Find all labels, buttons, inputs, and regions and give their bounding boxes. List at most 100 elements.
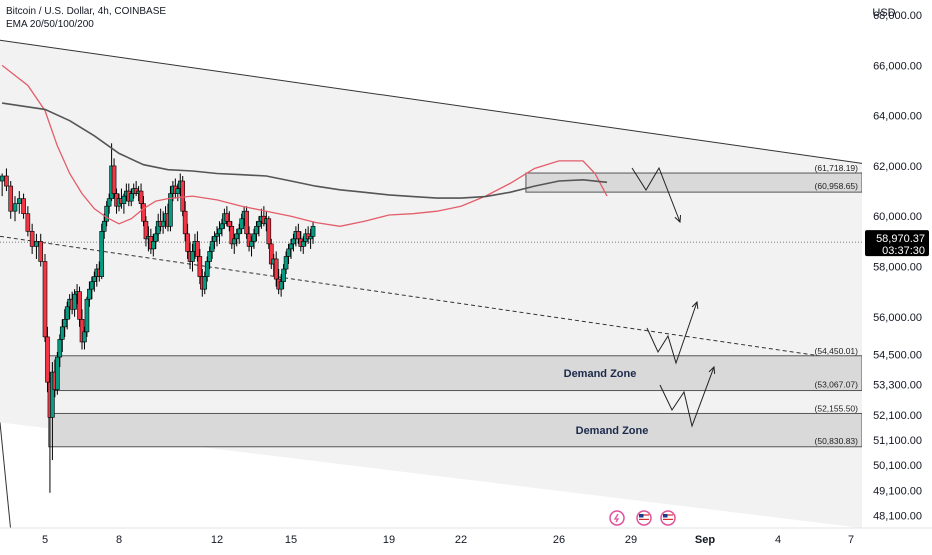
candle-body[interactable] bbox=[182, 210, 188, 235]
flag-canton bbox=[639, 514, 644, 518]
candle-body[interactable] bbox=[296, 231, 301, 240]
candle-body[interactable] bbox=[0, 175, 5, 182]
channel-layer bbox=[0, 39, 863, 529]
candle-body[interactable] bbox=[82, 331, 87, 343]
candle-body[interactable] bbox=[204, 261, 210, 277]
us-flag-icon[interactable] bbox=[636, 510, 652, 526]
x-tick-label: 8 bbox=[116, 534, 122, 546]
projection-arrow-up-2-head bbox=[708, 365, 716, 375]
candle-body[interactable] bbox=[239, 218, 244, 230]
candle-body[interactable] bbox=[99, 231, 105, 277]
candle-body[interactable] bbox=[84, 298, 90, 333]
candle-body[interactable] bbox=[286, 248, 291, 257]
channel-lower-line[interactable] bbox=[0, 422, 11, 529]
candle-body[interactable] bbox=[195, 241, 200, 257]
candle-body[interactable] bbox=[236, 228, 242, 235]
y-tick-label: 66,000.00 bbox=[873, 60, 922, 72]
candle-body[interactable] bbox=[12, 203, 18, 212]
y-tick-label: 52,100.00 bbox=[873, 410, 922, 422]
candle-body[interactable] bbox=[59, 326, 65, 340]
candle-body[interactable] bbox=[42, 261, 48, 338]
candle-body[interactable] bbox=[212, 236, 217, 242]
candle-body[interactable] bbox=[160, 220, 166, 227]
candle-body[interactable] bbox=[92, 276, 97, 282]
candle-body[interactable] bbox=[207, 251, 212, 262]
candle-body[interactable] bbox=[283, 256, 289, 270]
candle-body[interactable] bbox=[281, 268, 286, 282]
candle-body[interactable] bbox=[231, 238, 237, 245]
candle-body[interactable] bbox=[62, 319, 68, 328]
candle-body[interactable] bbox=[45, 336, 50, 383]
candle-body[interactable] bbox=[180, 180, 185, 212]
candle-body[interactable] bbox=[111, 165, 117, 194]
candle-body[interactable] bbox=[214, 233, 220, 237]
projection-arrow-up-1[interactable] bbox=[646, 301, 698, 365]
candle-body[interactable] bbox=[291, 238, 296, 245]
candle-body[interactable] bbox=[64, 306, 70, 320]
candle-body[interactable] bbox=[217, 228, 222, 235]
candle-body[interactable] bbox=[244, 210, 249, 235]
candle-body[interactable] bbox=[25, 213, 31, 232]
zone-top-label-demand-1: (54,450.01) bbox=[815, 346, 859, 356]
candle-body[interactable] bbox=[254, 225, 259, 235]
candle-body[interactable] bbox=[21, 198, 26, 215]
candle-body[interactable] bbox=[202, 276, 208, 290]
zone-demand-2[interactable] bbox=[48, 412, 863, 448]
indicator-label[interactable]: EMA 20/50/100/200 bbox=[6, 19, 94, 30]
candle-body[interactable] bbox=[209, 241, 215, 252]
candle-body[interactable] bbox=[4, 175, 9, 187]
candle-body[interactable] bbox=[251, 233, 257, 242]
candle-body[interactable] bbox=[234, 233, 240, 240]
candle-body[interactable] bbox=[273, 258, 279, 280]
candle-body[interactable] bbox=[175, 188, 181, 194]
channel-upper-line[interactable] bbox=[0, 39, 863, 164]
zone-demand-1[interactable] bbox=[48, 355, 863, 392]
candle-body[interactable] bbox=[185, 233, 190, 252]
candle-body[interactable] bbox=[224, 213, 230, 222]
candle-body[interactable] bbox=[219, 223, 225, 230]
candle-body[interactable] bbox=[310, 225, 316, 237]
candle-body[interactable] bbox=[138, 190, 144, 204]
candle-body[interactable] bbox=[278, 281, 284, 290]
candle-body[interactable] bbox=[38, 241, 44, 262]
candle-body[interactable] bbox=[29, 231, 35, 247]
candle-body[interactable] bbox=[57, 339, 63, 358]
ema-red-line[interactable] bbox=[1, 64, 608, 227]
candle-body[interactable] bbox=[121, 195, 127, 204]
candle-body[interactable] bbox=[8, 185, 14, 212]
chart-header: Bitcoin / U.S. Dollar, 4h, COINBASE EMA … bbox=[6, 5, 166, 31]
candle-body[interactable] bbox=[55, 356, 60, 391]
zone-supply[interactable] bbox=[525, 172, 863, 193]
candle-body[interactable] bbox=[168, 193, 173, 227]
symbol-title[interactable]: Bitcoin / U.S. Dollar, 4h, COINBASE bbox=[6, 6, 167, 17]
us-flag-icon[interactable] bbox=[660, 510, 676, 526]
candle-body[interactable] bbox=[288, 243, 294, 250]
candle-body[interactable] bbox=[106, 198, 112, 207]
mid-dashed-line[interactable] bbox=[0, 235, 863, 363]
candle-body[interactable] bbox=[87, 288, 92, 300]
candle-body[interactable] bbox=[256, 220, 262, 227]
candle-body[interactable] bbox=[141, 203, 146, 222]
projection-arrow-down-head bbox=[674, 214, 682, 224]
candle-body[interactable] bbox=[77, 291, 82, 320]
candle-body[interactable] bbox=[104, 205, 109, 222]
candle-body[interactable] bbox=[308, 236, 313, 240]
projection-arrow-up-2[interactable] bbox=[659, 366, 715, 428]
lightning-icon[interactable] bbox=[609, 510, 625, 526]
candle-body[interactable] bbox=[16, 198, 22, 204]
candle-body[interactable] bbox=[153, 233, 159, 242]
candle-body[interactable] bbox=[266, 218, 272, 245]
projection-arrow-up-1-head bbox=[691, 300, 699, 310]
candle-body[interactable] bbox=[72, 293, 77, 310]
candle-body[interactable] bbox=[101, 220, 107, 232]
candle-body[interactable] bbox=[190, 251, 195, 262]
current-price-badge[interactable] bbox=[865, 230, 929, 257]
projection-arrow-down[interactable] bbox=[631, 166, 681, 223]
candle-body[interactable] bbox=[197, 256, 203, 277]
candle-body[interactable] bbox=[89, 281, 95, 290]
currency-label[interactable]: USD bbox=[872, 7, 895, 19]
candle-body[interactable] bbox=[227, 220, 232, 227]
candle-body[interactable] bbox=[128, 193, 134, 202]
ema-200-line[interactable] bbox=[1, 102, 608, 199]
